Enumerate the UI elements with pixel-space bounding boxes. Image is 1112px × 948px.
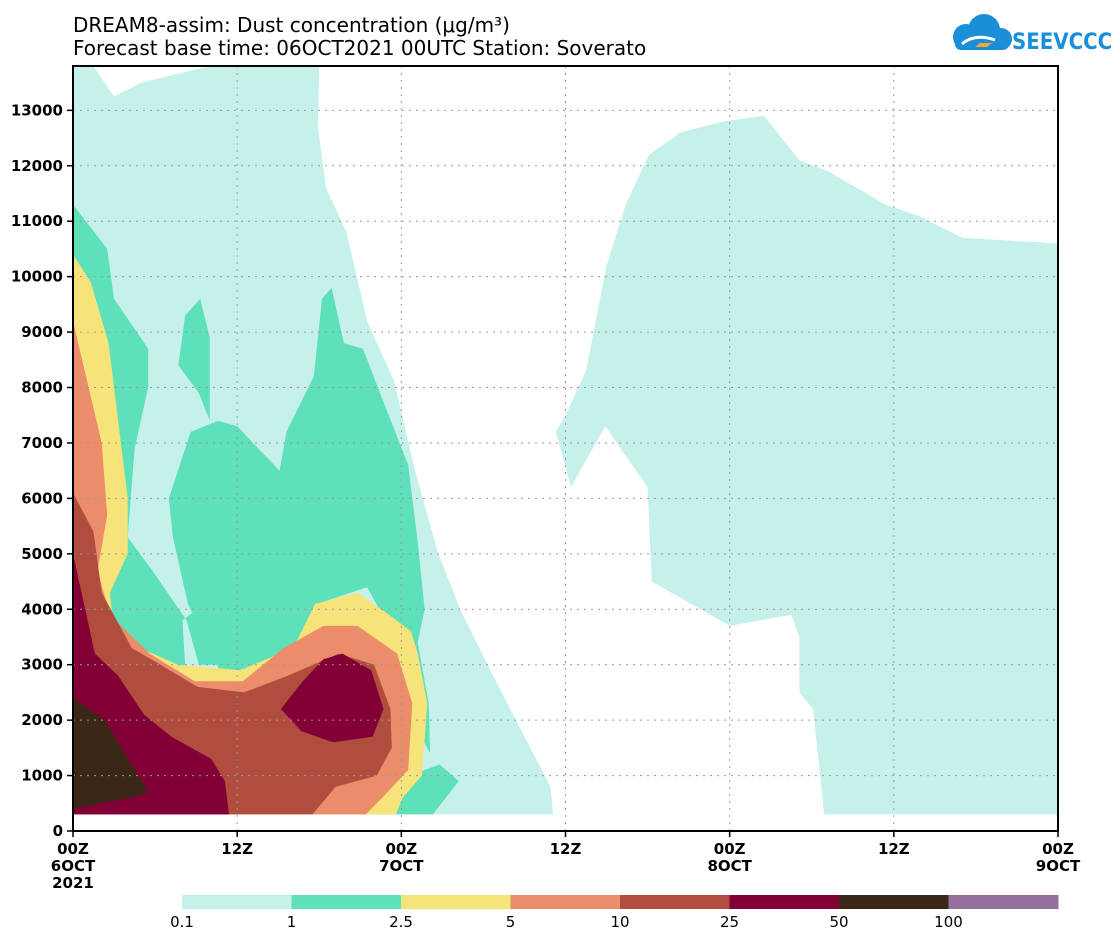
contour-layer	[73, 66, 1058, 815]
seevccc-logo: SEEVCCC	[953, 14, 1112, 55]
y-axis-ticks: 0 1000 2000 3000 4000 5000 6000 7000 8000 9000 100…	[11, 101, 73, 840]
colorbar-label-10: 10	[610, 913, 629, 931]
logo-text: SEEVCCC	[1012, 30, 1112, 55]
colorbar: 0.1 1 2.5 5 10 25 50 100	[170, 895, 1059, 931]
y-tick-label-12000: 12000	[11, 157, 63, 175]
colorbar-swatch-6	[839, 895, 949, 909]
y-tick-label-13000: 13000	[11, 101, 63, 119]
y-tick-label-11000: 11000	[11, 212, 63, 230]
colorbar-label-100: 100	[934, 913, 963, 931]
cloud-icon	[953, 14, 1012, 50]
y-tick-label-8000: 8000	[21, 379, 63, 397]
colorbar-label-0.1: 0.1	[170, 913, 194, 931]
x-tick-label-3-0: 12Z	[550, 840, 582, 858]
colorbar-swatch-3	[510, 895, 621, 909]
x-tick-label-0-1: 6OCT	[51, 857, 96, 875]
contour-band-0.1-0	[892, 487, 898, 510]
grid-lines	[73, 66, 1058, 831]
colorbar-label-25: 25	[720, 913, 739, 931]
x-tick-label-1-0: 12Z	[221, 840, 253, 858]
colorbar-label-5: 5	[506, 913, 516, 931]
x-tick-label-5-0: 12Z	[878, 840, 910, 858]
arrow-icon	[975, 43, 992, 47]
chart-title: DREAM8-assim: Dust concentration (μg/m³)	[73, 13, 510, 37]
y-tick-label-4000: 4000	[21, 600, 63, 618]
x-tick-label-4-0: 00Z	[714, 840, 746, 858]
colorbar-swatch-2	[401, 895, 511, 909]
x-tick-label-6-1: 9OCT	[1036, 857, 1081, 875]
y-tick-label-0: 0	[53, 822, 63, 840]
y-tick-label-2000: 2000	[21, 711, 63, 729]
y-tick-label-1000: 1000	[21, 767, 63, 785]
colorbar-label-1: 1	[287, 913, 297, 931]
colorbar-swatch-4	[620, 895, 730, 909]
y-tick-label-10000: 10000	[11, 268, 63, 286]
y-tick-label-9000: 9000	[21, 323, 63, 341]
colorbar-swatch-5	[729, 895, 840, 909]
y-tick-label-7000: 7000	[21, 434, 63, 452]
x-tick-label-0-0: 00Z	[57, 840, 89, 858]
contour-band-1-1	[178, 298, 210, 421]
y-tick-label-3000: 3000	[21, 656, 63, 674]
colorbar-swatch-1	[291, 895, 402, 909]
y-tick-label-6000: 6000	[21, 489, 63, 507]
contour-band-50-0	[73, 698, 149, 809]
contour-band-25-1	[280, 653, 384, 743]
y-tick-label-5000: 5000	[21, 545, 63, 563]
x-tick-label-2-1: 7OCT	[379, 857, 424, 875]
contour-band-0.1-1	[555, 115, 1058, 815]
colorbar-swatch-0	[182, 895, 292, 909]
x-tick-label-0-2: 2021	[52, 874, 94, 892]
x-tick-label-4-1: 8OCT	[707, 857, 752, 875]
colorbar-label-50: 50	[829, 913, 848, 931]
contour-band-1-2	[168, 287, 431, 754]
x-tick-label-6-0: 00Z	[1042, 840, 1074, 858]
colorbar-swatch-7	[948, 895, 1059, 909]
chart-subtitle: Forecast base time: 06OCT2021 00UTC Stat…	[73, 36, 646, 60]
x-tick-label-2-0: 00Z	[385, 840, 417, 858]
colorbar-label-2.5: 2.5	[389, 913, 413, 931]
